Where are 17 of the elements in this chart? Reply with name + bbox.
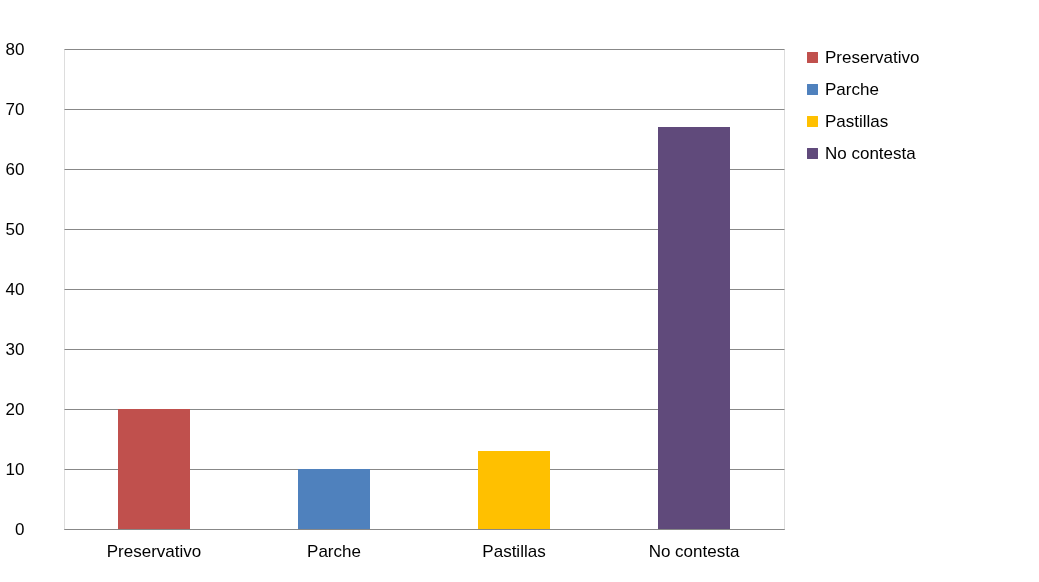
y-tick-label: 30 bbox=[5, 339, 25, 359]
legend-label: Parche bbox=[825, 79, 879, 99]
y-tick-label: 60 bbox=[5, 159, 25, 179]
legend-label: No contesta bbox=[825, 143, 917, 163]
x-tick-label: Preservativo bbox=[106, 541, 202, 561]
y-tick-label: 50 bbox=[5, 219, 25, 239]
y-tick-label: 0 bbox=[15, 519, 25, 539]
x-tick-label: Pastillas bbox=[482, 541, 546, 561]
y-tick-label: 70 bbox=[5, 99, 25, 119]
y-tick-label: 10 bbox=[5, 459, 25, 479]
y-tick-label: 20 bbox=[5, 399, 25, 419]
y-tick-label: 40 bbox=[5, 279, 25, 299]
legend-label: Pastillas bbox=[825, 111, 889, 131]
y-tick-label: 80 bbox=[5, 39, 25, 59]
x-tick-label: Parche bbox=[307, 541, 361, 561]
legend-label: Preservativo bbox=[825, 47, 920, 67]
x-tick-label: No contesta bbox=[648, 541, 740, 561]
